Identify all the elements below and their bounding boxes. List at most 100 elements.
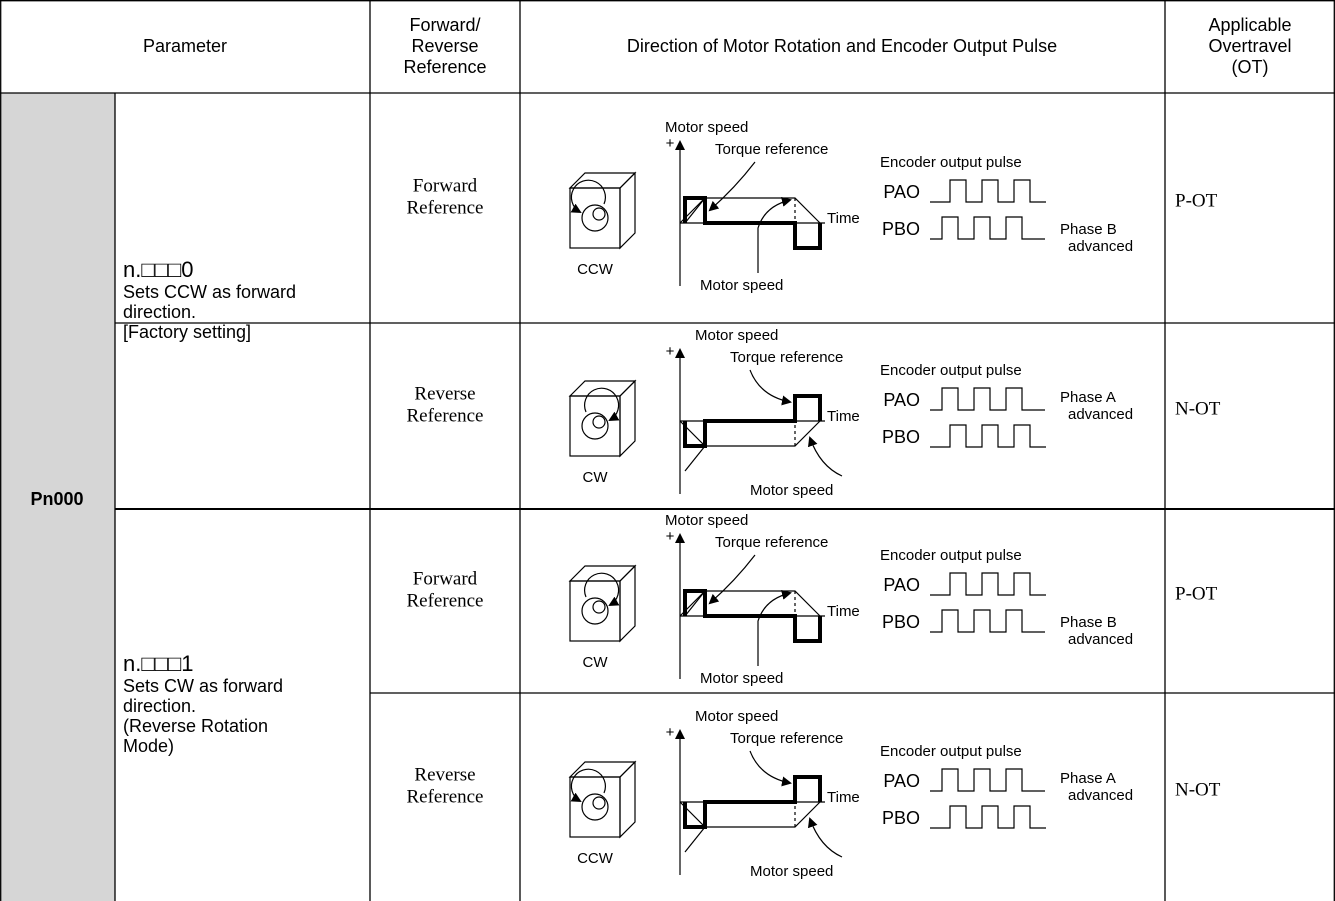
header-cell: Reference	[403, 57, 486, 77]
rotation-arrow	[570, 768, 607, 802]
torque-arrow	[749, 750, 792, 787]
speed-label: Motor speed	[665, 512, 748, 529]
pbo-label: PBO	[882, 427, 920, 447]
header-cell: Parameter	[143, 36, 227, 56]
phase-label: advanced	[1068, 631, 1133, 648]
motor-front	[569, 580, 621, 642]
pao-label: PAO	[883, 771, 920, 791]
pao-label: PAO	[883, 182, 920, 202]
pbo-pulse	[930, 424, 1046, 448]
torque-arrow	[749, 369, 792, 406]
pbo-label: PBO	[882, 612, 920, 632]
speed-label-bottom: Motor speed	[750, 863, 833, 880]
pao-pulse	[930, 387, 1045, 411]
encoder-label: Encoder output pulse	[880, 743, 1022, 760]
time-label: Time	[827, 408, 860, 425]
header-cell: Applicable	[1208, 15, 1291, 35]
motor-side	[619, 379, 636, 458]
torque-label: Torque reference	[730, 349, 843, 366]
time-label: Time	[827, 789, 860, 806]
reference-label: Reference	[407, 590, 484, 611]
motor-front	[569, 395, 621, 457]
time-label: Time	[827, 603, 860, 620]
torque-profile	[683, 775, 822, 829]
motor-front	[569, 776, 621, 838]
motor-shaft	[581, 204, 609, 232]
pbo-pulse	[930, 216, 1045, 240]
speed-profile	[679, 801, 821, 828]
overtravel: P-OT	[1175, 190, 1218, 211]
pao-label: PAO	[883, 575, 920, 595]
header-cell: Overtravel	[1208, 36, 1291, 56]
speed-label: Motor speed	[695, 708, 778, 725]
torque-diag	[684, 826, 706, 853]
pbo-pulse	[930, 609, 1045, 633]
header-cell: Direction of Motor Rotation and Encoder …	[627, 36, 1057, 56]
motor-side	[619, 171, 636, 250]
speed-arrow	[757, 197, 792, 273]
speed-label: Motor speed	[695, 327, 778, 344]
setting-description: Sets CCW as forward	[123, 282, 296, 302]
torque-label: Torque reference	[730, 730, 843, 747]
speed-arrow	[757, 590, 792, 666]
reference-label: Reference	[407, 405, 484, 426]
torque-arrow	[708, 161, 756, 212]
speed-arrow	[807, 817, 843, 858]
speed-label-bottom: Motor speed	[700, 670, 783, 687]
rotation-arrow	[583, 572, 620, 606]
motor-front	[569, 187, 621, 249]
torque-label: Torque reference	[715, 534, 828, 551]
rotation-label: CCW	[577, 261, 614, 278]
speed-arrow	[807, 436, 843, 477]
plus-sign: +	[666, 343, 675, 360]
reference-label: Forward	[413, 175, 478, 196]
rotation-label: CW	[583, 469, 609, 486]
overtravel: N-OT	[1175, 779, 1221, 800]
pbo-label: PBO	[882, 219, 920, 239]
phase-label: Phase B	[1060, 221, 1117, 238]
motor-shaft	[581, 412, 609, 440]
reference-label: Forward	[413, 568, 478, 589]
motor-top	[568, 172, 637, 189]
speed-label-bottom: Motor speed	[700, 277, 783, 294]
setting-description: Sets CW as forward	[123, 676, 283, 696]
header-cell: Reverse	[411, 36, 478, 56]
motor-top	[568, 761, 637, 778]
encoder-label: Encoder output pulse	[880, 154, 1022, 171]
torque-profile	[683, 394, 822, 448]
overtravel: P-OT	[1175, 583, 1218, 604]
speed-label: Motor speed	[665, 119, 748, 136]
phase-label: advanced	[1068, 406, 1133, 423]
reference-label: Reverse	[414, 383, 475, 404]
pbo-pulse	[930, 805, 1046, 829]
setting-description: (Reverse Rotation	[123, 716, 268, 736]
setting-description: direction.	[123, 696, 196, 716]
rotation-label: CCW	[577, 850, 614, 867]
motor-side	[619, 564, 636, 643]
plus-sign: +	[666, 135, 675, 152]
pao-pulse	[930, 572, 1046, 596]
phase-label: Phase B	[1060, 614, 1117, 631]
torque-profile	[683, 589, 822, 643]
motor-shaft	[581, 597, 609, 625]
motor-shaft-end	[592, 207, 606, 221]
motor-shaft	[581, 793, 609, 821]
encoder-label: Encoder output pulse	[880, 362, 1022, 379]
motor-side	[619, 760, 636, 839]
encoder-label: Encoder output pulse	[880, 547, 1022, 564]
phase-label: Phase A	[1060, 389, 1116, 406]
rotation-arrow	[570, 179, 607, 213]
reference-label: Reference	[407, 197, 484, 218]
torque-label: Torque reference	[715, 141, 828, 158]
rotation-label: CW	[583, 654, 609, 671]
header-cell: Forward/	[409, 15, 480, 35]
motor-shaft-end	[592, 796, 606, 810]
speed-profile	[679, 590, 821, 617]
setting-description: Mode)	[123, 736, 174, 756]
reference-label: Reverse	[414, 764, 475, 785]
torque-profile	[683, 196, 822, 250]
